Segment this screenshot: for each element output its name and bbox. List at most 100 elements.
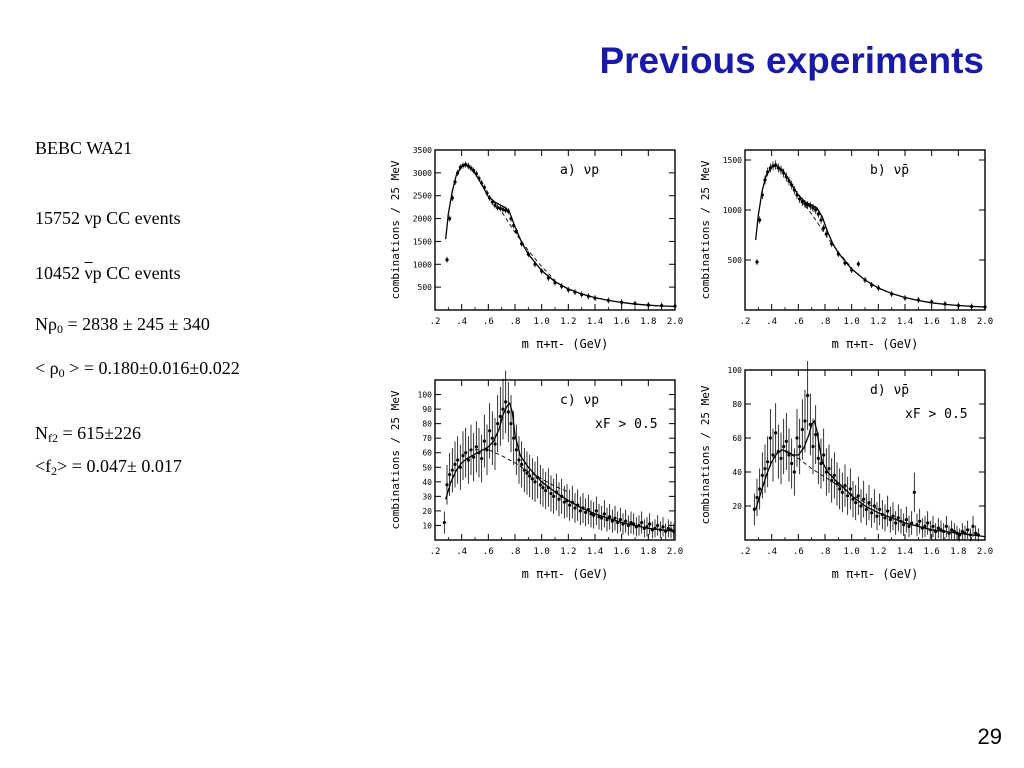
data-point	[525, 471, 529, 475]
n-rho-post: = 2838 ± 245 ± 340	[62, 314, 210, 334]
plot-d-nubar-p-xf: .2 .4 .6 .8 1.0 1.2 1.4 1.6 1.8 2.0 20 40 60 80 100 com…	[699, 361, 993, 581]
data-point	[514, 448, 518, 452]
x-tick-label: .8	[820, 547, 831, 557]
data-point	[790, 461, 794, 466]
x-tick-label: .8	[510, 317, 521, 327]
x-tick-label: .2	[430, 547, 441, 557]
x-tick-label: 1.2	[560, 547, 576, 557]
fit-curve	[445, 164, 676, 307]
x-tick-label: .4	[766, 317, 777, 327]
data-point	[795, 436, 799, 440]
x-tick-label: 2.0	[667, 547, 683, 557]
data-point	[755, 495, 759, 500]
data-point	[504, 400, 508, 404]
rho-fraction-text: < ρ0 > = 0.180±0.016±0.022	[35, 358, 240, 381]
data-point	[557, 497, 561, 501]
panel-label: d) ν̄p	[870, 383, 909, 398]
data-point	[888, 518, 892, 522]
data-point	[528, 474, 532, 478]
data-point	[517, 458, 521, 462]
data-point	[846, 494, 850, 498]
data-point	[501, 207, 505, 212]
data-point	[509, 422, 513, 426]
x-tick-label: .8	[820, 317, 831, 327]
data-point	[618, 518, 622, 522]
x-tick-label: 1.4	[897, 317, 913, 327]
data-point	[533, 480, 537, 484]
data-point	[872, 504, 876, 508]
y-axis-label: combinations / 25 MeV	[389, 390, 402, 529]
data-point	[856, 262, 860, 266]
y-tick-label: 100	[418, 391, 433, 400]
y-tick-label: 1500	[413, 237, 432, 246]
x-tick-label: .2	[740, 317, 751, 327]
data-point	[875, 514, 879, 518]
x-tick-label: 1.0	[534, 317, 550, 327]
x-axis-label: m π+π- (GeV)	[832, 337, 919, 351]
data-point	[811, 444, 815, 449]
data-point	[806, 393, 810, 398]
data-point	[501, 407, 505, 411]
data-point	[787, 453, 791, 457]
y-tick-label: 80	[422, 420, 432, 429]
f2-fraction-text: <f2> = 0.047± 0.017	[35, 456, 182, 479]
data-point	[918, 519, 922, 523]
data-point	[902, 523, 906, 527]
x-tick-label: 1.6	[924, 317, 940, 327]
x-tick-label: .4	[456, 317, 467, 327]
panel-label: b) ν̄p	[870, 163, 909, 178]
slide-title: Previous experiments	[599, 40, 984, 81]
y-tick-label: 70	[422, 434, 432, 443]
x-tick-label: 1.2	[560, 317, 576, 327]
data-point	[838, 487, 842, 491]
x-tick-label: .2	[740, 547, 751, 557]
data-point	[474, 445, 478, 449]
data-point	[803, 419, 807, 423]
data-point	[445, 483, 449, 487]
n-rho-text: Nρ0 = 2838 ± 245 ± 340	[35, 314, 210, 337]
y-tick-label: 100	[728, 366, 743, 375]
f2-pre: <f	[35, 456, 52, 476]
data-point	[862, 497, 866, 501]
data-point	[758, 218, 762, 222]
nubar-symbol: ν	[84, 263, 93, 283]
data-point	[843, 484, 847, 488]
data-point	[854, 501, 858, 505]
x-tick-label: 2.0	[977, 547, 993, 557]
data-point	[608, 515, 612, 519]
x-tick-label: 1.2	[870, 317, 886, 327]
data-point	[512, 436, 516, 440]
x-tick-label: 1.4	[587, 547, 603, 557]
data-point	[613, 516, 617, 520]
x-tick-label: 1.0	[844, 547, 860, 557]
x-tick-label: .4	[456, 547, 467, 557]
data-point	[912, 490, 916, 494]
y-tick-label: 1500	[723, 156, 742, 165]
data-point	[624, 519, 628, 523]
data-point	[600, 516, 604, 520]
y-tick-label: 2500	[413, 192, 432, 201]
data-point	[594, 509, 598, 513]
background-curve	[800, 199, 853, 269]
data-point	[867, 501, 871, 505]
experiment-label: BEBC WA21	[35, 138, 133, 158]
data-point	[552, 494, 556, 498]
data-point	[896, 516, 900, 520]
data-point	[453, 462, 457, 466]
data-point	[520, 462, 524, 466]
fit-curve	[755, 165, 986, 308]
data-point	[827, 467, 831, 471]
x-tick-label: 1.6	[614, 317, 630, 327]
data-point	[800, 427, 804, 432]
data-point	[648, 522, 652, 526]
panel-cut: xF > 0.5	[905, 407, 968, 422]
data-point	[923, 524, 927, 528]
data-point	[803, 202, 807, 206]
y-tick-label: 60	[422, 449, 432, 458]
n-f2-text: Nf2 = 615±226	[35, 423, 141, 446]
data-point	[766, 460, 770, 464]
plot-frame	[434, 149, 676, 311]
data-point	[549, 491, 553, 496]
data-point	[798, 197, 802, 201]
y-tick-label: 3500	[413, 146, 432, 155]
